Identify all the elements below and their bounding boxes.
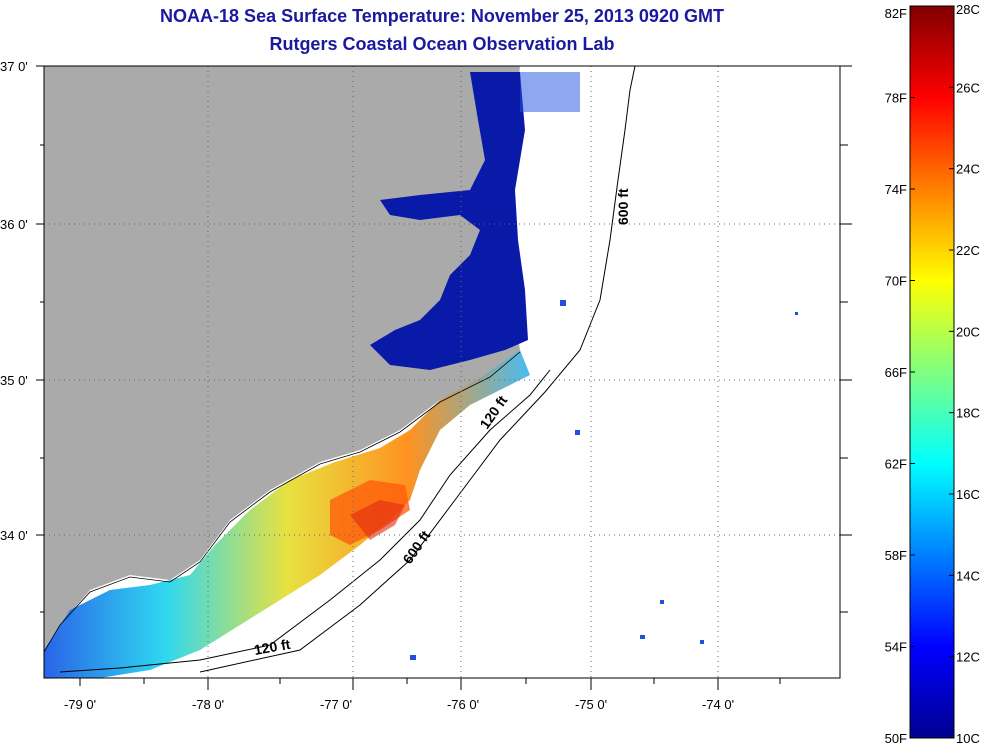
lat-label-35: 35 0'	[0, 373, 28, 388]
colorbar-c-label: 22C	[956, 243, 980, 258]
colorbar-f-label: 58F	[885, 548, 907, 563]
colorbar-c-label: 26C	[956, 80, 980, 95]
contour-600ft	[199, 66, 636, 673]
colorbar-c-label: 24C	[956, 162, 980, 177]
lat-label-37: 37 0'	[0, 59, 28, 74]
map-subtitle: Rutgers Coastal Ocean Observation Lab	[269, 34, 615, 54]
colorbar-c-label: 18C	[956, 406, 980, 421]
colorbar-f-label: 62F	[885, 457, 907, 472]
colorbar-c-label: 16C	[956, 487, 980, 502]
gulf-stream-edge	[350, 500, 405, 540]
colorbar-c-label: 20C	[956, 324, 980, 339]
contour-120ft	[59, 369, 551, 673]
colorbar-c-label: 28C	[956, 2, 980, 17]
contour-label-120ft-south: 120 ft	[253, 636, 292, 658]
lat-label-36: 36 0'	[0, 217, 28, 232]
lon-label-78: -78 0'	[192, 697, 224, 712]
lon-label-75: -75 0'	[575, 697, 607, 712]
map-frame	[43, 65, 841, 679]
offshore-pixels	[410, 72, 798, 660]
pamlico-sound	[370, 72, 528, 370]
map-title: NOAA-18 Sea Surface Temperature: Novembe…	[160, 6, 724, 26]
lon-label-76: -76 0'	[447, 697, 479, 712]
colorbar-f-label: 50F	[885, 731, 907, 746]
colorbar-fahrenheit-labels: 82F 78F 74F 70F 66F 62F 58F 54F 50F	[885, 6, 907, 746]
lon-label-77: -77 0'	[320, 697, 352, 712]
contour-label-600ft-north: 600 ft	[615, 188, 631, 225]
coastline	[44, 351, 521, 653]
colorbar-f-label: 78F	[885, 91, 907, 106]
colorbar-c-label: 14C	[956, 568, 980, 583]
lon-label-79: -79 0'	[64, 697, 96, 712]
colorbar-f-label: 66F	[885, 365, 907, 380]
colorbar-ticks	[910, 5, 954, 739]
colorbar-c-label: 12C	[956, 650, 980, 665]
axis-ticks	[36, 65, 852, 690]
colorbar-f-label: 82F	[885, 6, 907, 21]
colorbar-f-label: 70F	[885, 274, 907, 289]
temperature-colorbar	[909, 5, 955, 739]
lat-label-34: 34 0'	[0, 528, 28, 543]
colorbar-celsius-labels: 28C 26C 24C 22C 20C 18C 16C 14C 12C 10C	[956, 2, 980, 746]
coastal-sst-band	[44, 350, 530, 678]
colorbar-f-label: 74F	[885, 182, 907, 197]
colorbar-f-label: 54F	[885, 640, 907, 655]
grid	[44, 66, 840, 678]
colorbar-c-label: 10C	[956, 731, 980, 746]
lon-label-74: -74 0'	[702, 697, 734, 712]
